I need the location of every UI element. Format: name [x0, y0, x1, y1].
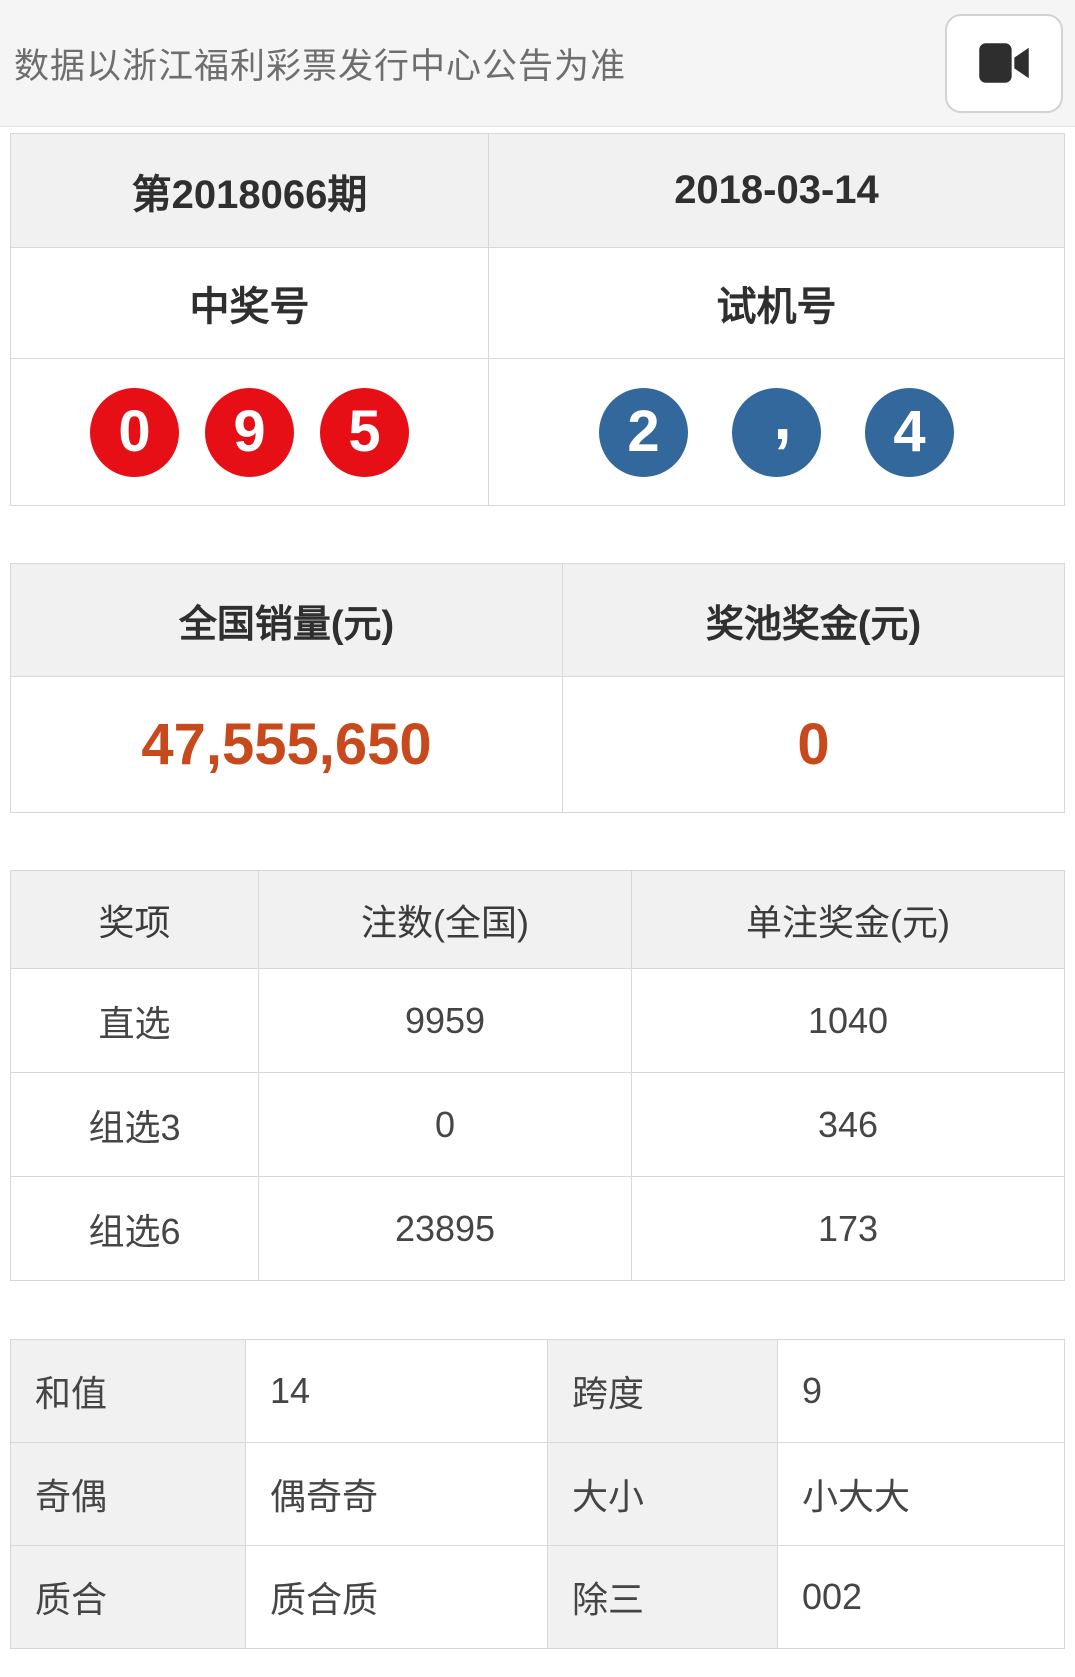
stat-label: 跨度	[547, 1340, 777, 1442]
test-number-label: 试机号	[488, 248, 1064, 358]
count-col-header: 注数(全国)	[258, 871, 631, 968]
winning-ball: 0	[90, 387, 179, 477]
sales-header: 全国销量(元)	[11, 564, 562, 676]
stat-value: 14	[245, 1340, 547, 1442]
prize-count: 23895	[258, 1177, 631, 1280]
disclaimer-text: 数据以浙江福利彩票发行中心公告为准	[14, 46, 627, 86]
pool-value: 0	[562, 677, 1064, 812]
winning-ball: 9	[205, 387, 294, 477]
stat-label: 除三	[547, 1546, 777, 1648]
amount-col-header: 单注奖金(元)	[631, 871, 1064, 968]
prize-count: 0	[258, 1073, 631, 1176]
table-row: 和值 14 跨度 9	[11, 1340, 1064, 1442]
prize-amount: 346	[631, 1073, 1064, 1176]
winning-ball: 5	[320, 387, 409, 477]
prize-table: 奖项 注数(全国) 单注奖金(元) 直选 9959 1040 组选3 0 346…	[10, 870, 1065, 1281]
prize-count: 9959	[258, 969, 631, 1072]
stat-label: 质合	[11, 1546, 245, 1648]
test-balls-cell: 2 , 4	[488, 359, 1064, 505]
table-row: 直选 9959 1040	[11, 968, 1064, 1072]
draw-table: 第2018066期 2018-03-14 中奖号 试机号 0 9 5 2 , 4	[10, 133, 1065, 506]
prize-name: 组选6	[88, 1210, 181, 1252]
sales-table: 全国销量(元) 奖池奖金(元) 47,555,650 0	[10, 563, 1065, 813]
video-camera-icon	[977, 38, 1031, 88]
table-row: 组选3 0 346	[11, 1072, 1064, 1176]
winning-balls: 0 9 5	[90, 387, 409, 477]
pool-header: 奖池奖金(元)	[562, 564, 1064, 676]
winning-balls-cell: 0 9 5	[11, 359, 488, 505]
video-button[interactable]	[945, 13, 1063, 113]
prize-col-header: 奖项	[11, 871, 258, 968]
table-row: 组选6 23895 173	[11, 1176, 1064, 1280]
draw-date-cell: 2018-03-14	[488, 134, 1064, 247]
prize-amount: 173	[631, 1177, 1064, 1280]
stat-value: 9	[777, 1340, 1064, 1442]
test-balls: 2 , 4	[599, 383, 954, 477]
stat-value: 002	[777, 1546, 1064, 1648]
stats-table: 和值 14 跨度 9 奇偶 偶奇奇 大小 小大大 质合 质合质 除三 002	[10, 1339, 1065, 1649]
top-bar: 数据以浙江福利彩票发行中心公告为准	[0, 0, 1075, 127]
winning-number-label: 中奖号	[189, 285, 310, 329]
period-cell: 第2018066期	[11, 134, 488, 247]
stat-value: 质合质	[245, 1546, 547, 1648]
table-row: 质合 质合质 除三 002	[11, 1545, 1064, 1648]
sales-value: 47,555,650	[141, 712, 432, 777]
test-ball: 2	[599, 387, 688, 477]
stat-value: 偶奇奇	[245, 1443, 547, 1545]
stat-label: 大小	[547, 1443, 777, 1545]
prize-amount: 1040	[631, 969, 1064, 1072]
test-ball: ,	[732, 383, 821, 477]
table-row: 奇偶 偶奇奇 大小 小大大	[11, 1442, 1064, 1545]
test-ball: 4	[865, 387, 954, 477]
prize-name: 组选3	[88, 1106, 181, 1148]
stat-value: 小大大	[777, 1443, 1064, 1545]
prize-name: 直选	[98, 1002, 171, 1044]
stat-label: 奇偶	[11, 1443, 245, 1545]
stat-label: 和值	[11, 1340, 245, 1442]
